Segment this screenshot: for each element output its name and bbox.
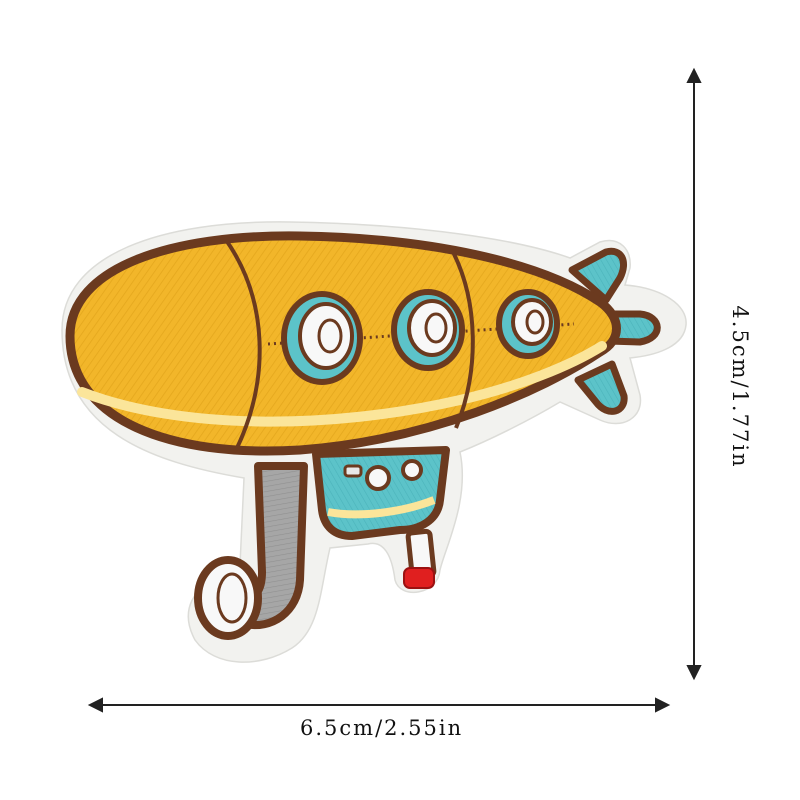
porthole-windows: [267, 289, 575, 385]
height-dimension-label: 4.5cm/1.77in: [728, 305, 752, 469]
antenna: [403, 528, 437, 589]
height-dimension-arrow: [686, 67, 702, 681]
porthole-2: [391, 289, 465, 371]
periscope: [194, 462, 308, 640]
gondola: [312, 446, 450, 540]
porthole-3: [496, 289, 560, 359]
width-dimension-arrow: [87, 697, 671, 713]
width-dimension-label: 6.5cm/2.55in: [300, 716, 464, 740]
porthole-1: [281, 291, 363, 385]
